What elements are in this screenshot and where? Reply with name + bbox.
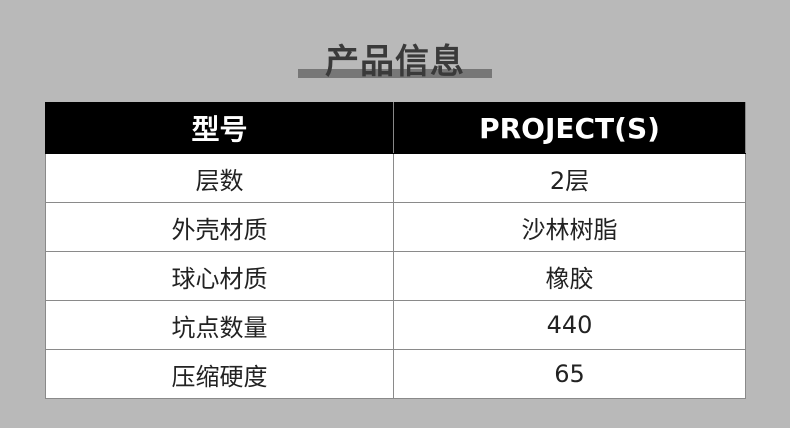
spec-value: 65 (393, 349, 746, 399)
spec-label: 坑点数量 (45, 300, 394, 350)
table-row: 压缩硬度 65 (45, 349, 746, 399)
header-cell-model: 型号 (45, 102, 394, 154)
section-title: 产品信息 (0, 30, 790, 82)
table-row: 坑点数量 440 (45, 300, 746, 350)
spec-value: 沙林树脂 (393, 202, 746, 252)
spec-label: 外壳材质 (45, 202, 394, 252)
table-row: 外壳材质 沙林树脂 (45, 202, 746, 252)
page-title: 产品信息 (325, 42, 465, 82)
header-cell-project: PROJECT(S) (393, 102, 746, 154)
table-row: 层数 2层 (45, 153, 746, 203)
table-header-row: 型号 PROJECT(S) (45, 102, 746, 154)
title-underline-bar (298, 69, 492, 78)
table-row: 球心材质 橡胶 (45, 251, 746, 301)
spec-table: 型号 PROJECT(S) 层数 2层 外壳材质 沙林树脂 球心材质 橡胶 坑点数量 440 压… (45, 102, 746, 399)
spec-label: 层数 (45, 153, 394, 203)
spec-value: 2层 (393, 153, 746, 203)
spec-value: 440 (393, 300, 746, 350)
spec-value: 橡胶 (393, 251, 746, 301)
spec-label: 压缩硬度 (45, 349, 394, 399)
spec-label: 球心材质 (45, 251, 394, 301)
